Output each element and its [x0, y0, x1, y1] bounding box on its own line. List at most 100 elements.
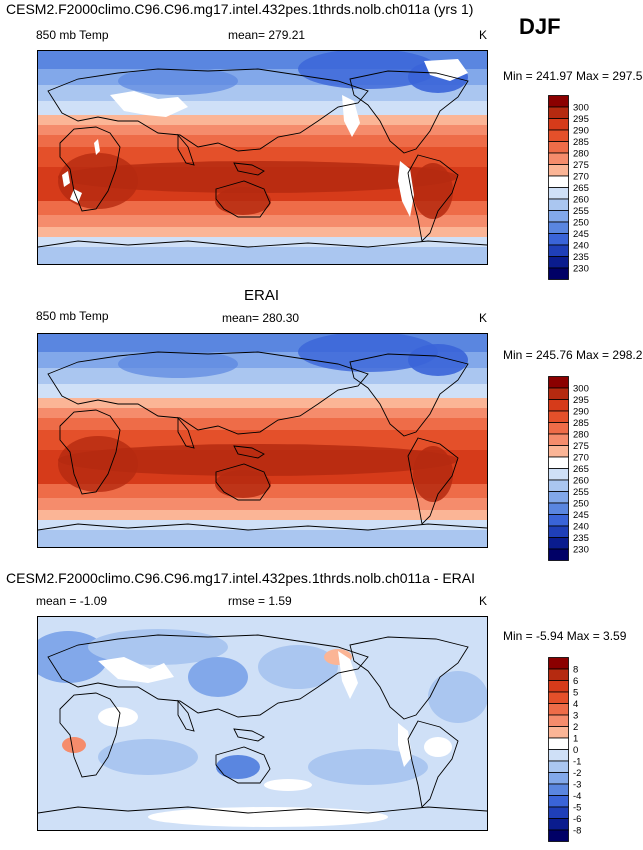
colorbar-box [548, 141, 569, 154]
colorbar-box [548, 772, 569, 785]
colorbar-label: 265 [573, 183, 589, 194]
colorbar-box [548, 433, 569, 446]
colorbar-box [548, 445, 569, 458]
colorbar-box [548, 164, 569, 177]
colorbar-box [548, 152, 569, 165]
colorbar-box [548, 548, 569, 561]
panel1-units: K [479, 28, 488, 42]
panel1-variable: 850 mb Temp [36, 28, 109, 42]
colorbar-box [548, 795, 569, 808]
colorbar-box [548, 691, 569, 704]
colorbar-label: 240 [573, 522, 589, 533]
colorbar-box [548, 198, 569, 211]
colorbar-box [548, 95, 569, 108]
panel2-variable: 850 mb Temp [36, 309, 109, 323]
panel3-minmax: Min = -5.94 Max = 3.59 [503, 629, 627, 643]
colorbar-box [548, 703, 569, 716]
colorbar-box [548, 376, 569, 389]
colorbar-box [548, 221, 569, 234]
colorbar-box [548, 749, 569, 762]
colorbar-box [548, 818, 569, 831]
panel3-units: K [479, 594, 488, 608]
season-label: DJF [519, 14, 561, 39]
panel3-colorbar: 8 6 5 4 3 2 1 0 -1 -2 -3 -4 -5 -6 -8 [548, 657, 608, 850]
panel3-rmse: rmse = 1.59 [228, 594, 292, 608]
colorbar-box [548, 210, 569, 223]
colorbar-label: 255 [573, 487, 589, 498]
colorbar-label: 275 [573, 441, 589, 452]
colorbar-box [548, 456, 569, 469]
colorbar-label: -5 [573, 803, 581, 814]
colorbar-label: 265 [573, 464, 589, 475]
colorbar-box [548, 106, 569, 119]
colorbar-label: 270 [573, 453, 589, 464]
colorbar-box [548, 410, 569, 423]
colorbar-label: -2 [573, 768, 581, 779]
colorbar-label: 250 [573, 499, 589, 510]
colorbar-label: 0 [573, 745, 578, 756]
panel2-mean: mean= 280.30 [222, 311, 300, 325]
colorbar-box [548, 422, 569, 435]
panel3-map [37, 616, 488, 831]
colorbar-box [548, 491, 569, 504]
colorbar-label: 230 [573, 264, 589, 275]
colorbar-label: 4 [573, 699, 578, 710]
panel2-colorbar: 300 295 290 285 280 275 270 265 260 255 250 245 240 2… [548, 376, 608, 569]
colorbar-label: -8 [573, 826, 581, 837]
colorbar-label: 280 [573, 149, 589, 160]
panel2-map [37, 333, 488, 548]
colorbar-label: -4 [573, 791, 581, 802]
colorbar-label: 300 [573, 384, 589, 395]
colorbar-label: 8 [573, 665, 578, 676]
colorbar-box [548, 514, 569, 527]
colorbar-label: 270 [573, 172, 589, 183]
colorbar-box [548, 399, 569, 412]
colorbar-label: 280 [573, 430, 589, 441]
panel1-colorbar: 300 295 290 285 280 275 270 265 260 255 250 245 240 2… [548, 95, 608, 288]
colorbar-label: 295 [573, 395, 589, 406]
colorbar-label: 6 [573, 676, 578, 687]
panel2-units: K [479, 311, 488, 325]
panel3-mean: mean = -1.09 [36, 594, 108, 608]
colorbar-box [548, 233, 569, 246]
colorbar-label: 295 [573, 114, 589, 125]
panel2-minmax: Min = 245.76 Max = 298.25 [503, 348, 643, 362]
colorbar-box [548, 760, 569, 773]
colorbar-box [548, 387, 569, 400]
colorbar-box [548, 726, 569, 739]
colorbar-box [548, 502, 569, 515]
panel1-minmax: Min = 241.97 Max = 297.58 [503, 69, 643, 83]
colorbar-box [548, 537, 569, 550]
colorbar-box [548, 187, 569, 200]
colorbar-label: 2 [573, 722, 578, 733]
panel1-mean: mean= 279.21 [228, 28, 306, 42]
panel1-map [37, 50, 488, 265]
colorbar-box [548, 829, 569, 842]
colorbar-box [548, 129, 569, 142]
colorbar-box [548, 118, 569, 131]
colorbar-box [548, 244, 569, 257]
panel2-title: ERAI [244, 287, 280, 304]
colorbar-label: 300 [573, 103, 589, 114]
colorbar-label: 235 [573, 252, 589, 263]
colorbar-label: 245 [573, 510, 589, 521]
colorbar-label: 250 [573, 218, 589, 229]
colorbar-label: 285 [573, 418, 589, 429]
colorbar-box [548, 256, 569, 269]
colorbar-label: 5 [573, 688, 578, 699]
colorbar-label: 290 [573, 407, 589, 418]
colorbar-label: 235 [573, 533, 589, 544]
colorbar-label: 1 [573, 734, 578, 745]
colorbar-box [548, 525, 569, 538]
colorbar-label: 260 [573, 195, 589, 206]
colorbar-label: 245 [573, 229, 589, 240]
colorbar-box [548, 267, 569, 280]
colorbar-label: 255 [573, 206, 589, 217]
colorbar-box [548, 737, 569, 750]
colorbar-box [548, 714, 569, 727]
colorbar-label: 240 [573, 241, 589, 252]
colorbar-box [548, 680, 569, 693]
colorbar-label: -1 [573, 757, 581, 768]
colorbar-label: 260 [573, 476, 589, 487]
colorbar-box [548, 175, 569, 188]
